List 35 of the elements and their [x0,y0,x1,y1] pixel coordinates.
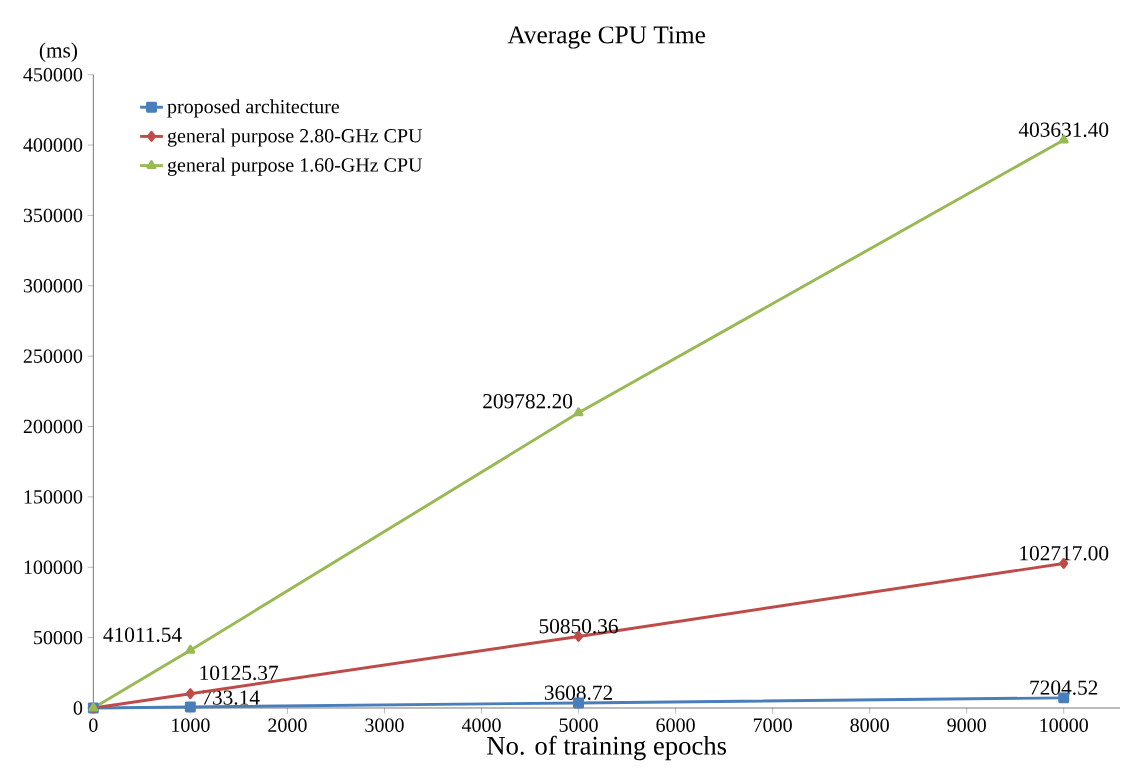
data-label: 102717.00 [1020,546,1109,561]
x-tick-label: 1000 [172,718,210,733]
legend-label: proposed architecture [167,99,340,118]
legend-label: general purpose 2.80-GHz CPU [167,128,423,147]
y-tick-label: 200000 [23,419,83,434]
x-tick-label: 3000 [365,718,404,733]
data-label: 7204.52 [1030,680,1098,696]
data-label: 10125.37 [200,665,279,681]
y-tick-label: 100000 [24,560,83,575]
x-tick-label: 9000 [947,718,986,733]
y-tick-label: 400000 [23,138,83,152]
x-tick-label: 8000 [850,718,889,733]
y-tick-label: 150000 [24,490,83,504]
y-tick-label: 450000 [23,68,83,82]
x-tick-label: 5000 [559,718,598,733]
y-tick-label: 0 [73,701,83,715]
data-label: 3608.72 [544,685,613,701]
legend-label: general purpose 1.60-GHz CPU [167,157,423,177]
x-axis-title: No. of training epochs [487,735,727,761]
x-tick-label: 7000 [753,718,792,733]
x-tick-label: 2000 [268,718,307,733]
x-tick-label: 10000 [1040,718,1088,733]
y-tick-label: 350000 [23,208,83,223]
y-tick-label: 250000 [23,349,83,364]
data-label: 403631.40 [1018,122,1109,138]
y-tick-label: 300000 [23,279,83,293]
data-label: 50850.36 [539,619,618,634]
y-tick-label: 50000 [34,631,83,645]
x-tick-label: 4000 [461,718,501,733]
x-tick-label: 0 [89,718,98,733]
data-label: 41011.54 [103,627,182,643]
y-axis-title: (ms) [39,42,78,63]
data-label: 209782.20 [483,394,573,409]
chart-title: Average CPU Time [507,26,706,49]
x-tick-label: 6000 [656,718,695,733]
